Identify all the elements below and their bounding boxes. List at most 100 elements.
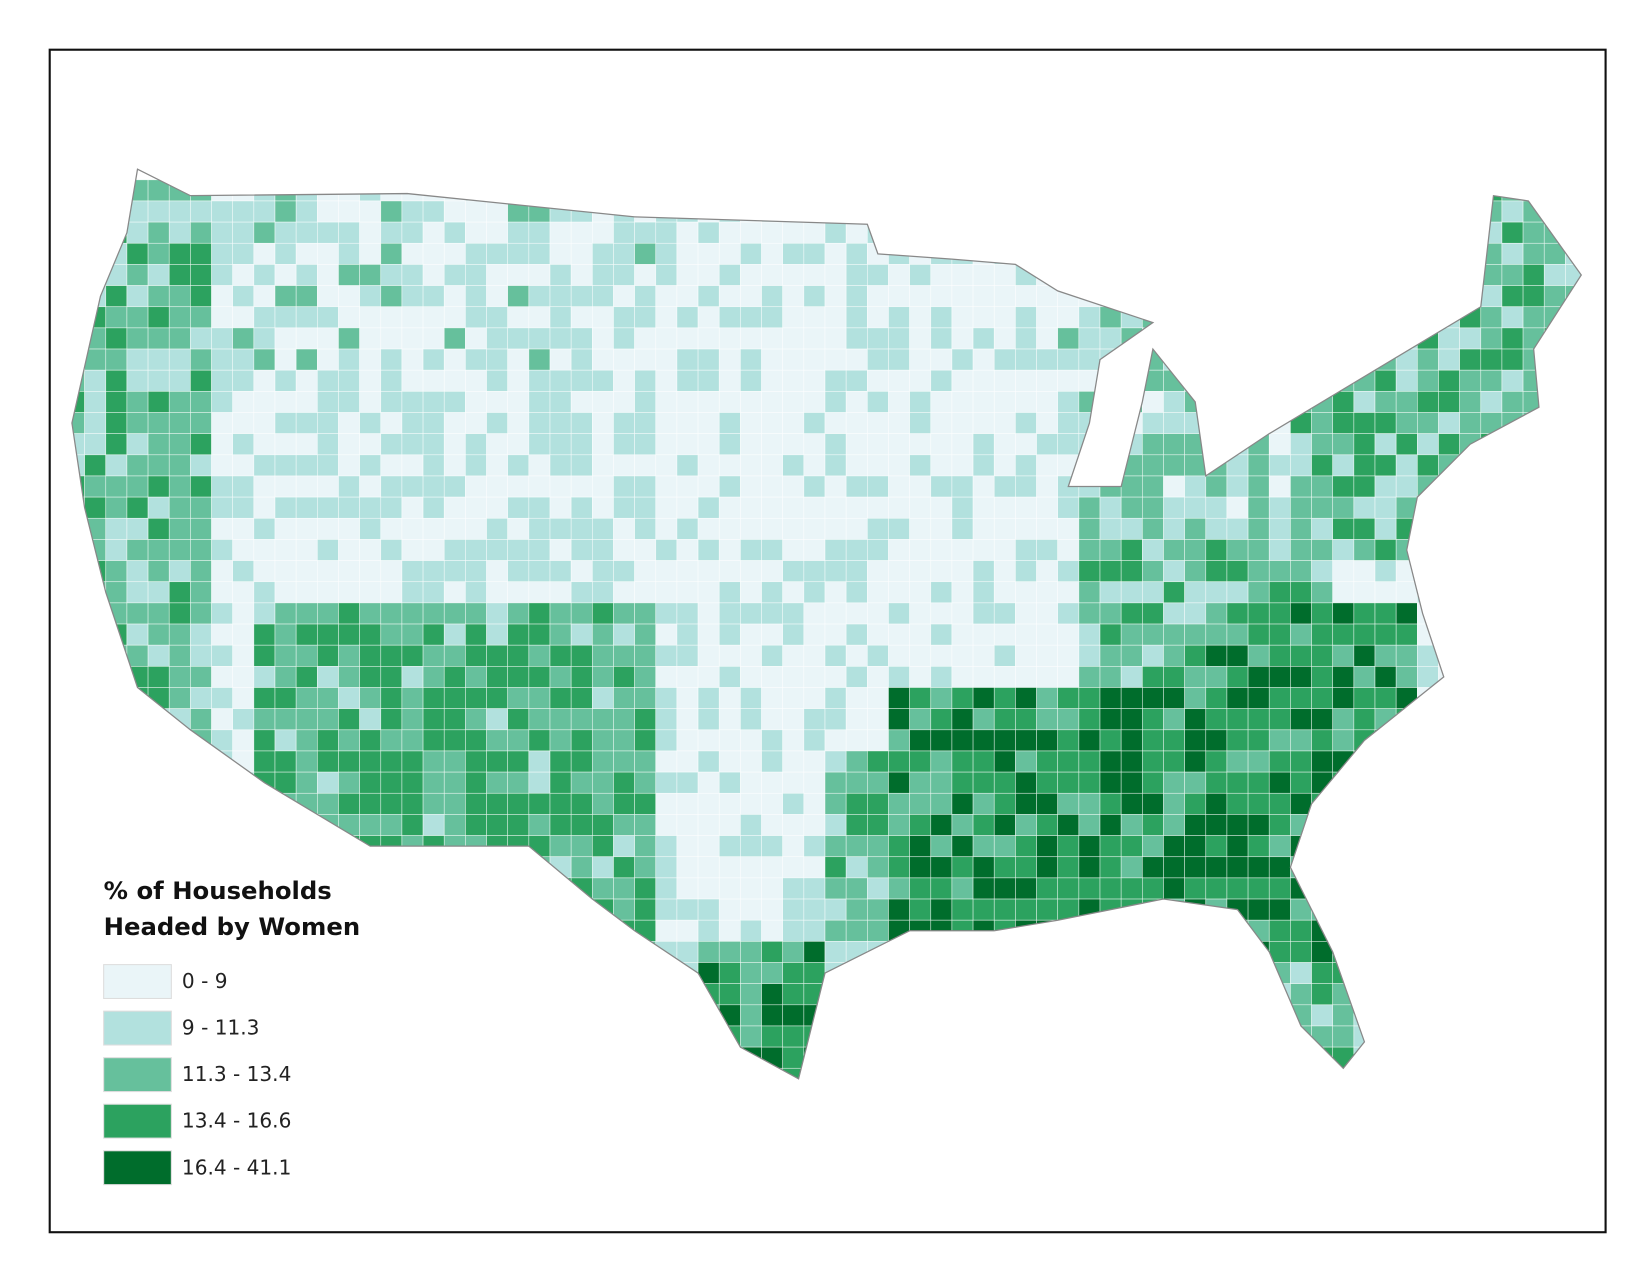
county-cell xyxy=(338,602,360,625)
county-cell xyxy=(1480,285,1503,308)
county-cell xyxy=(761,771,784,794)
county-cell xyxy=(634,729,657,752)
county-cell xyxy=(1141,750,1164,773)
county-cell xyxy=(909,496,932,519)
county-cell xyxy=(591,792,614,815)
county-cell xyxy=(1311,666,1334,688)
county-cell xyxy=(1226,792,1249,815)
county-cell xyxy=(274,687,297,709)
county-cell xyxy=(824,348,847,371)
county-cell xyxy=(866,666,889,688)
county-cell xyxy=(465,285,487,308)
county-cell xyxy=(1120,560,1143,583)
county-cell xyxy=(803,348,826,371)
county-cell xyxy=(507,750,530,773)
county-cell xyxy=(676,391,699,413)
county-cell xyxy=(507,602,530,625)
county-cell xyxy=(1395,369,1418,392)
county-cell xyxy=(613,264,635,286)
county-cell xyxy=(316,581,339,604)
county-cell xyxy=(782,496,805,519)
county-cell xyxy=(359,539,382,561)
county-cell xyxy=(147,391,170,413)
county-cell xyxy=(718,602,741,625)
county-cell xyxy=(507,708,530,731)
county-cell xyxy=(634,560,657,583)
county-cell xyxy=(486,687,509,709)
county-cell xyxy=(1015,433,1037,456)
county-cell xyxy=(232,454,255,477)
county-cell xyxy=(845,539,868,561)
county-cell xyxy=(232,729,255,752)
county-cell xyxy=(443,221,466,244)
county-cell xyxy=(1205,644,1228,667)
county-cell xyxy=(126,454,149,477)
county-cell xyxy=(274,560,297,583)
county-cell xyxy=(1311,539,1334,561)
county-cell xyxy=(1141,729,1164,752)
county-cell xyxy=(1036,856,1059,879)
county-cell xyxy=(1163,391,1185,413)
county-cell xyxy=(676,919,699,942)
county-cell xyxy=(655,919,678,942)
county-cell xyxy=(295,285,318,308)
county-cell xyxy=(1141,391,1164,413)
county-cell xyxy=(1184,877,1207,900)
county-cell xyxy=(1015,454,1037,477)
county-cell xyxy=(1247,517,1270,540)
county-cell xyxy=(1184,539,1207,561)
county-cell xyxy=(338,285,360,308)
county-cell xyxy=(993,792,1016,815)
legend-title: % of Households xyxy=(104,876,332,905)
county-cell xyxy=(528,729,551,752)
county-cell xyxy=(676,792,699,815)
county-cell xyxy=(1459,327,1482,350)
county-cell xyxy=(211,221,234,244)
county-cell xyxy=(613,517,635,540)
county-cell xyxy=(126,539,149,561)
county-cell xyxy=(422,687,445,709)
county-cell xyxy=(782,729,805,752)
county-cell xyxy=(190,496,212,519)
county-cell xyxy=(1057,792,1080,815)
county-cell xyxy=(676,941,699,963)
county-cell xyxy=(359,242,382,265)
county-cell xyxy=(274,644,297,667)
county-cell xyxy=(888,623,910,646)
county-cell xyxy=(570,454,593,477)
county-cell xyxy=(232,687,255,709)
county-cell xyxy=(1268,898,1291,921)
county-cell xyxy=(845,814,868,836)
county-cell xyxy=(655,306,678,329)
county-cell xyxy=(951,285,974,308)
county-cell xyxy=(951,412,974,434)
county-cell xyxy=(1311,750,1334,773)
county-cell xyxy=(676,412,699,434)
county-cell xyxy=(655,602,678,625)
county-cell xyxy=(1268,835,1291,858)
county-cell xyxy=(930,327,953,350)
county-cell xyxy=(824,877,847,900)
county-cell xyxy=(888,517,910,540)
county-cell xyxy=(782,941,805,963)
county-cell xyxy=(1311,708,1334,731)
county-cell xyxy=(253,729,276,752)
county-cell xyxy=(1141,539,1164,561)
county-cell xyxy=(634,391,657,413)
county-cell xyxy=(443,348,466,371)
county-cell xyxy=(1120,771,1143,794)
county-cell xyxy=(803,814,826,836)
county-cell xyxy=(824,644,847,667)
legend-label: 13.4 - 16.6 xyxy=(182,1109,291,1133)
county-cell xyxy=(168,327,191,350)
county-cell xyxy=(295,729,318,752)
county-cell xyxy=(422,623,445,646)
county-cell xyxy=(591,539,614,561)
county-cell xyxy=(951,496,974,519)
county-cell xyxy=(316,348,339,371)
county-cell xyxy=(211,412,234,434)
county-cell xyxy=(782,708,805,731)
county-cell xyxy=(295,369,318,392)
county-cell xyxy=(697,391,720,413)
county-cell xyxy=(295,644,318,667)
